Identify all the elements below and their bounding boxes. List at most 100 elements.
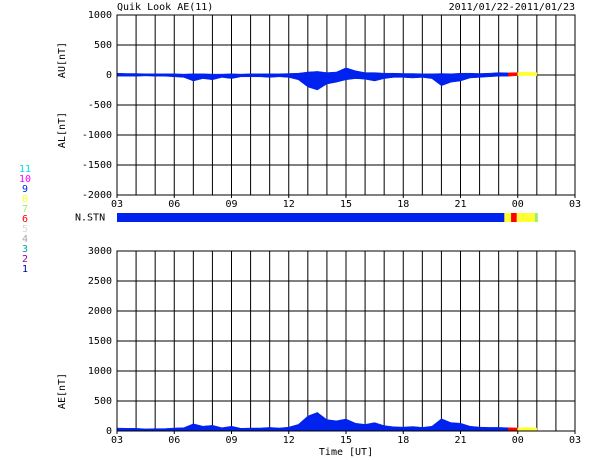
area-segment [307, 74, 318, 91]
area-segment [507, 72, 518, 76]
area-segment [393, 426, 404, 432]
area-segment [393, 72, 404, 76]
station-segment [117, 213, 505, 222]
area-segment [374, 422, 385, 432]
area-segment [202, 74, 213, 81]
area-segment [383, 74, 394, 79]
y-axis-label: AE[nT] [57, 373, 68, 409]
area-segment [307, 71, 318, 76]
area-segment [422, 74, 433, 79]
area-segment [250, 74, 261, 78]
legend-entry: 2 [22, 254, 28, 265]
station-segment [511, 213, 517, 222]
x-tick-label: 06 [168, 435, 180, 446]
area-segment [183, 74, 194, 82]
area-segment [364, 422, 375, 432]
area-segment [488, 74, 499, 78]
y-tick-label: 3000 [88, 246, 112, 257]
area-segment [116, 74, 127, 77]
legend-entry: 7 [22, 204, 28, 215]
area-segment [488, 72, 499, 76]
area-segment [212, 74, 223, 81]
area-segment [517, 427, 528, 432]
area-segment [460, 74, 471, 82]
y-tick-label: 2000 [88, 306, 112, 317]
y-tick-label: -500 [88, 100, 112, 111]
area-segment [336, 67, 347, 76]
area-segment [212, 424, 223, 432]
area-segment [488, 427, 499, 432]
area-segment [374, 74, 385, 82]
date-range: 2011/01/22-2011/01/23 [449, 2, 575, 13]
x-tick-label: 21 [454, 199, 466, 210]
area-segment [326, 419, 337, 432]
area-segment [336, 74, 347, 83]
y-tick-label: 500 [94, 40, 112, 51]
area-segment [498, 72, 509, 76]
x-axis-label: Time [UT] [319, 447, 373, 458]
area-segment [355, 74, 366, 80]
x-tick-label: 06 [168, 199, 180, 210]
area-segment [527, 71, 538, 76]
area-segment [298, 71, 309, 76]
x-tick-label: 09 [225, 435, 237, 446]
area-segment [450, 422, 461, 432]
area-segment [422, 425, 433, 432]
legend-entry: 1 [22, 264, 28, 275]
area-segment [498, 74, 509, 77]
area-segment [126, 74, 137, 77]
area-segment [298, 415, 309, 432]
y-tick-label: 0 [106, 70, 112, 81]
area-segment [412, 426, 423, 432]
station-segment [516, 213, 535, 222]
x-tick-label: 18 [397, 199, 409, 210]
area-segment [231, 425, 242, 432]
legend-entry: 3 [22, 244, 28, 255]
x-tick-label: 00 [512, 435, 524, 446]
y-tick-label: 1500 [88, 336, 112, 347]
y-axis-label: AL[nT] [57, 112, 68, 148]
x-tick-label: 00 [512, 199, 524, 210]
area-segment [469, 74, 480, 79]
plot-frame [116, 14, 576, 196]
area-segment [527, 427, 538, 432]
area-segment [193, 74, 204, 82]
area-segment [174, 74, 185, 78]
y-tick-label: 2500 [88, 276, 112, 287]
area-segment [326, 74, 337, 85]
x-tick-label: 03 [569, 199, 581, 210]
area-segment [469, 72, 480, 76]
area-segment [317, 74, 328, 91]
area-segment [355, 70, 366, 76]
area-segment [364, 72, 375, 76]
y-axis-label: AU[nT] [57, 42, 68, 78]
area-segment [202, 425, 213, 432]
area-segment [469, 425, 480, 432]
station-label: N.STN [75, 213, 105, 224]
area-segment [345, 67, 356, 76]
area-segment [345, 74, 356, 81]
area-segment [479, 74, 490, 78]
area-segment [383, 72, 394, 76]
y-tick-label: -2000 [82, 190, 112, 201]
legend-entry: 8 [22, 194, 28, 205]
area-segment [345, 418, 356, 432]
area-segment [193, 423, 204, 432]
x-tick-label: 12 [283, 199, 295, 210]
area-segment [288, 74, 299, 81]
area-segment [507, 74, 518, 77]
area-segment [145, 74, 156, 77]
area-segment [403, 74, 414, 79]
x-tick-label: 18 [397, 435, 409, 446]
area-segment [154, 74, 165, 77]
area-segment [431, 74, 442, 87]
legend-entry: 9 [22, 184, 28, 195]
area-segment [412, 74, 423, 79]
chart-title: Quik Look AE(11) [117, 2, 213, 13]
legend-entry: 4 [22, 234, 28, 245]
station-segment [534, 213, 538, 222]
area-segment [269, 427, 280, 432]
area-segment [240, 74, 251, 78]
area-segment [269, 74, 280, 78]
